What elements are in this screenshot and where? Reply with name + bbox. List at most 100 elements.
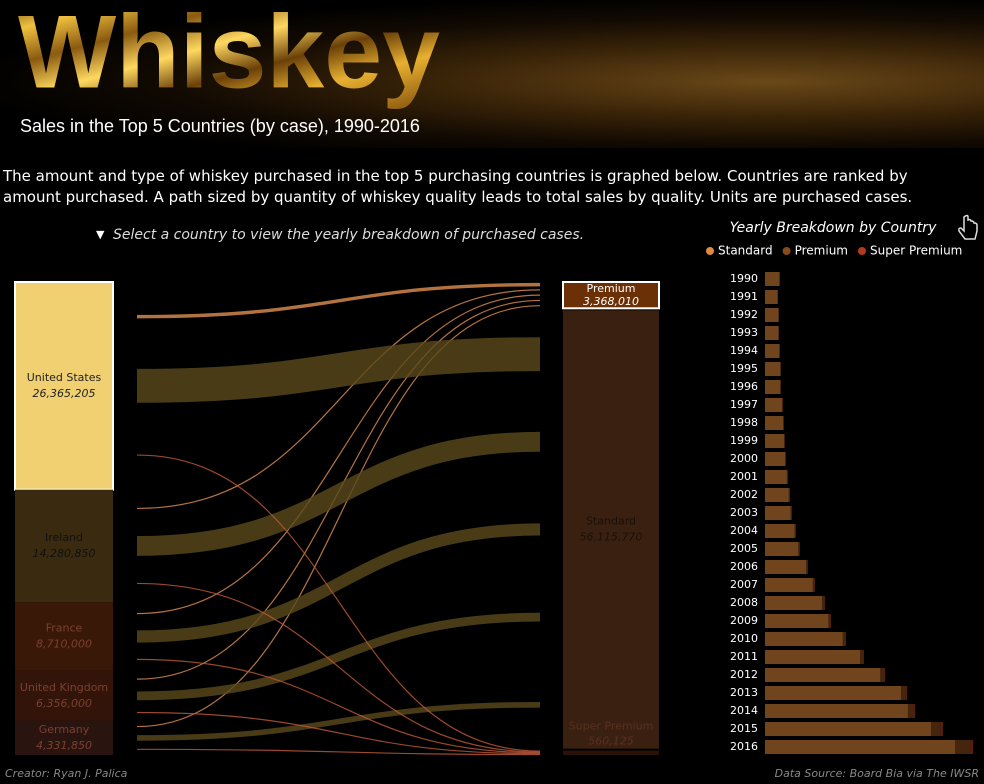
country-box[interactable] [14,281,114,491]
flow-link [136,523,541,643]
country-box[interactable] [15,720,113,755]
quality-label: Premium [587,282,636,295]
bar-segment [784,434,785,448]
year-label: 2001 [730,470,758,483]
year-label: 2004 [730,524,758,537]
flow-link [136,294,541,615]
bar-segment [970,740,973,754]
quality-label: Super Premium [569,720,654,733]
bar-segment [913,704,916,718]
bar-segment [780,380,781,394]
bar-segment [765,632,843,646]
bar-segment [765,434,785,448]
country-value: 8,710,000 [36,637,92,650]
country-label: France [46,621,83,634]
flow-link [136,748,541,756]
bar-segment [765,308,779,322]
quality-value: 56,115,770 [580,530,643,543]
year-label: 1990 [730,272,758,285]
flow-link [136,431,541,556]
bar-segment [860,650,864,664]
country-box[interactable] [15,670,113,721]
bar-segment [880,668,885,682]
year-label: 2013 [730,686,758,699]
year-label: 2011 [730,650,758,663]
legend-dot [858,247,866,255]
bar-segment [828,614,831,628]
bar-segment [765,506,791,520]
year-label: 2006 [730,560,758,573]
year-label: 1994 [730,344,758,357]
title: Whiskey [18,0,440,110]
bar-segment [765,488,789,502]
year-label: 1997 [730,398,758,411]
bar-segment [790,506,792,520]
bar-segment [930,722,941,736]
year-label: 2010 [730,632,758,645]
header-banner [0,0,984,148]
bar-segment [765,470,787,484]
bar-segment [779,344,780,358]
bar-segment [765,740,956,754]
bar-segment [845,632,846,646]
year-label: 1993 [730,326,758,339]
bar-segment [788,488,790,502]
year-label: 2016 [730,740,758,753]
bar-segment [794,524,796,538]
bar-segment [907,704,914,718]
legend-dot [782,247,791,255]
flow-link [136,711,541,755]
bar-segment [765,668,881,682]
year-label: 2008 [730,596,758,609]
year-label: 2007 [730,578,758,591]
bar-segment [765,560,807,574]
legend-dot [706,247,714,255]
bar-segment [940,722,943,736]
quality-label: Standard [586,514,636,527]
year-label: 1998 [730,416,758,429]
flow-link [136,658,541,754]
country-label: Germany [39,723,90,736]
description: The amount and type of whiskey purchased… [3,167,913,206]
flow-link [136,337,541,403]
bar-segment [765,344,780,358]
hand-icon[interactable] [958,214,978,240]
legend-label: Premium [795,244,848,258]
quality-box[interactable] [563,310,659,749]
instruction: Select a country to view the yearly brea… [113,227,584,243]
year-label: 2012 [730,668,758,681]
bar-segment [784,452,786,466]
year-label: 1996 [730,380,758,393]
year-label: 2009 [730,614,758,627]
bar-segment [765,650,861,664]
bar-segment [765,578,813,592]
bar-segment [798,542,800,556]
bar-segment [765,362,781,376]
bar-segment [765,326,779,340]
bar-segment [765,416,784,430]
country-label: United Kingdom [20,681,108,694]
quality-box[interactable] [563,750,659,755]
bar-segment [806,560,808,574]
source: Data Source: Board Bia via The IWSR [775,767,979,780]
bar-segment [782,398,783,412]
bar-segment [901,686,906,700]
flow-link [136,289,541,510]
country-box[interactable] [15,602,113,671]
flow-link [136,305,541,728]
bar-segment [765,380,781,394]
bar-segment [765,614,829,628]
flow-link [136,582,541,753]
year-label: 1999 [730,434,758,447]
year-label: 2015 [730,722,758,735]
year-label: 2003 [730,506,758,519]
bar-segment [765,272,780,286]
bar-segment [765,704,908,718]
country-box[interactable] [15,489,113,603]
quality-box[interactable] [562,281,660,310]
year-label: 2002 [730,488,758,501]
bar-segment [765,686,902,700]
bar-segment [765,596,823,610]
country-value: 6,356,000 [36,697,92,710]
